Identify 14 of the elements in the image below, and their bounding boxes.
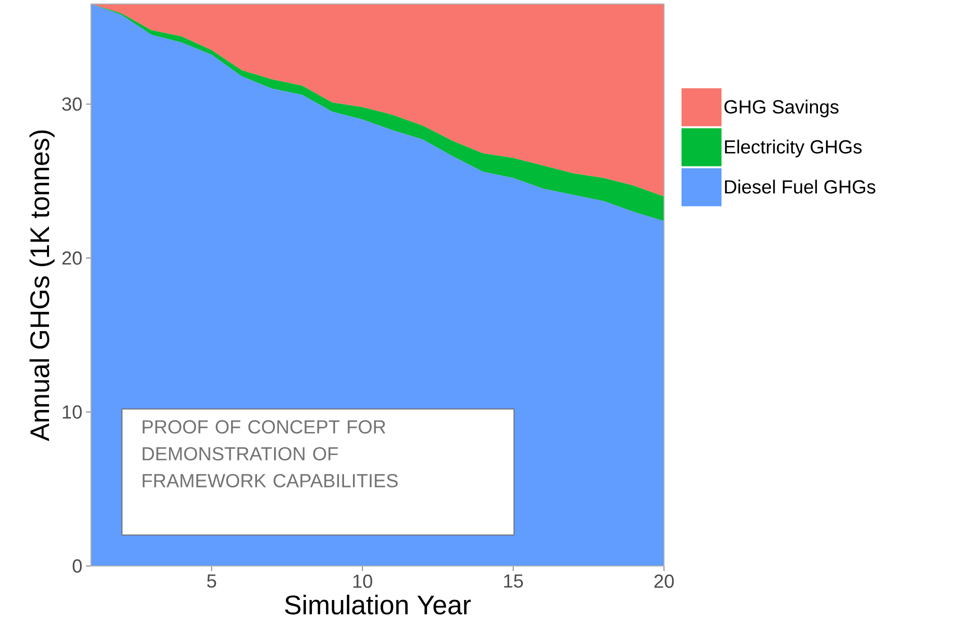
y-tick-label: 20 xyxy=(62,251,82,265)
y-tick-label: 10 xyxy=(62,405,82,419)
legend-label: GHG Savings xyxy=(724,100,839,118)
annotation: PROOF OF CONCEPT FOR DEMONSTRATION OF FRAMEWORK CAPABILITIES xyxy=(142,420,398,488)
y-axis-title: Annual GHGs (1K tonnes) xyxy=(30,130,55,442)
x-tick-label: 20 xyxy=(654,574,674,588)
x-tick-label: 10 xyxy=(353,574,372,588)
legend-label: Diesel Fuel GHGs xyxy=(725,180,876,194)
legend-label: Electricity GHGs xyxy=(725,140,862,158)
y-tick-label: 30 xyxy=(62,97,82,111)
x-tick-label: 15 xyxy=(504,574,523,588)
x-axis-title: Simulation Year xyxy=(285,594,471,615)
y-tick-label: 0 xyxy=(72,559,82,573)
x-tick-label: 5 xyxy=(207,574,216,588)
